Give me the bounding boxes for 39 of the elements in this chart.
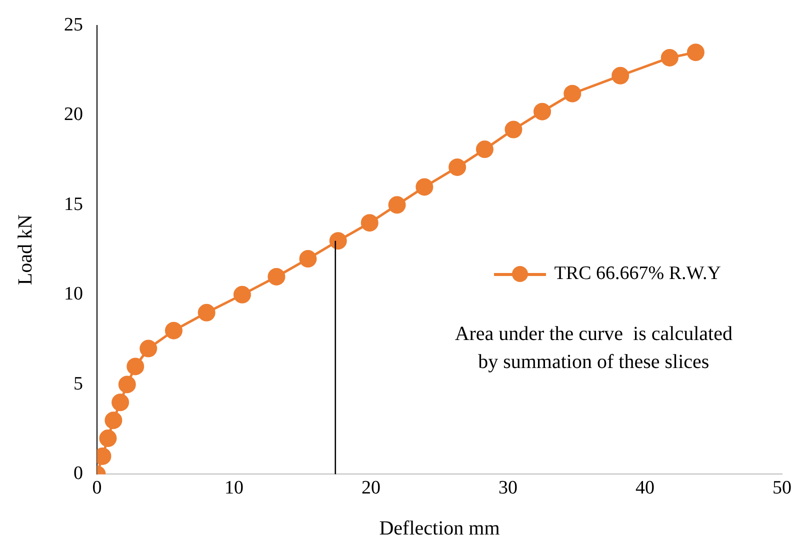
point [476, 140, 494, 158]
point [329, 232, 347, 250]
y-tick-label: 20 [64, 104, 83, 126]
x-tick-label: 20 [362, 478, 380, 499]
point [99, 430, 117, 448]
point [388, 196, 406, 214]
y-tick-label: 10 [64, 284, 83, 305]
y-tick-label: 15 [64, 194, 83, 215]
annotation: Area under the curve is calculated by summation of these slices [454, 322, 732, 373]
point [104, 412, 122, 430]
point [504, 120, 522, 138]
point [126, 358, 144, 376]
point [448, 158, 466, 176]
point [612, 66, 630, 84]
point [268, 268, 286, 286]
point [360, 214, 378, 232]
y-tick-label: 0 [74, 463, 83, 484]
point [534, 102, 551, 120]
point [112, 394, 130, 412]
point [564, 84, 582, 102]
point [660, 48, 678, 66]
point [164, 322, 182, 340]
x-tick-label: 30 [498, 478, 518, 499]
point [686, 44, 704, 62]
x-tick-label: 40 [636, 478, 654, 499]
point [416, 178, 434, 196]
legend-label: TRC 66.667% R.W.Y [554, 263, 721, 286]
point [118, 376, 136, 394]
point [140, 340, 158, 358]
point [233, 286, 251, 304]
y-tick-label: 5 [74, 373, 83, 394]
y-tick-label: 25 [64, 14, 83, 36]
x-axis-title: Deflection mm [379, 517, 500, 540]
point [299, 250, 317, 268]
y-axis-title: Load kN [14, 214, 36, 286]
x-tick-label: 0 [92, 478, 102, 499]
point [198, 304, 216, 322]
x-tick-label: 10 [224, 478, 244, 499]
x-tick-label: 50 [772, 478, 792, 499]
